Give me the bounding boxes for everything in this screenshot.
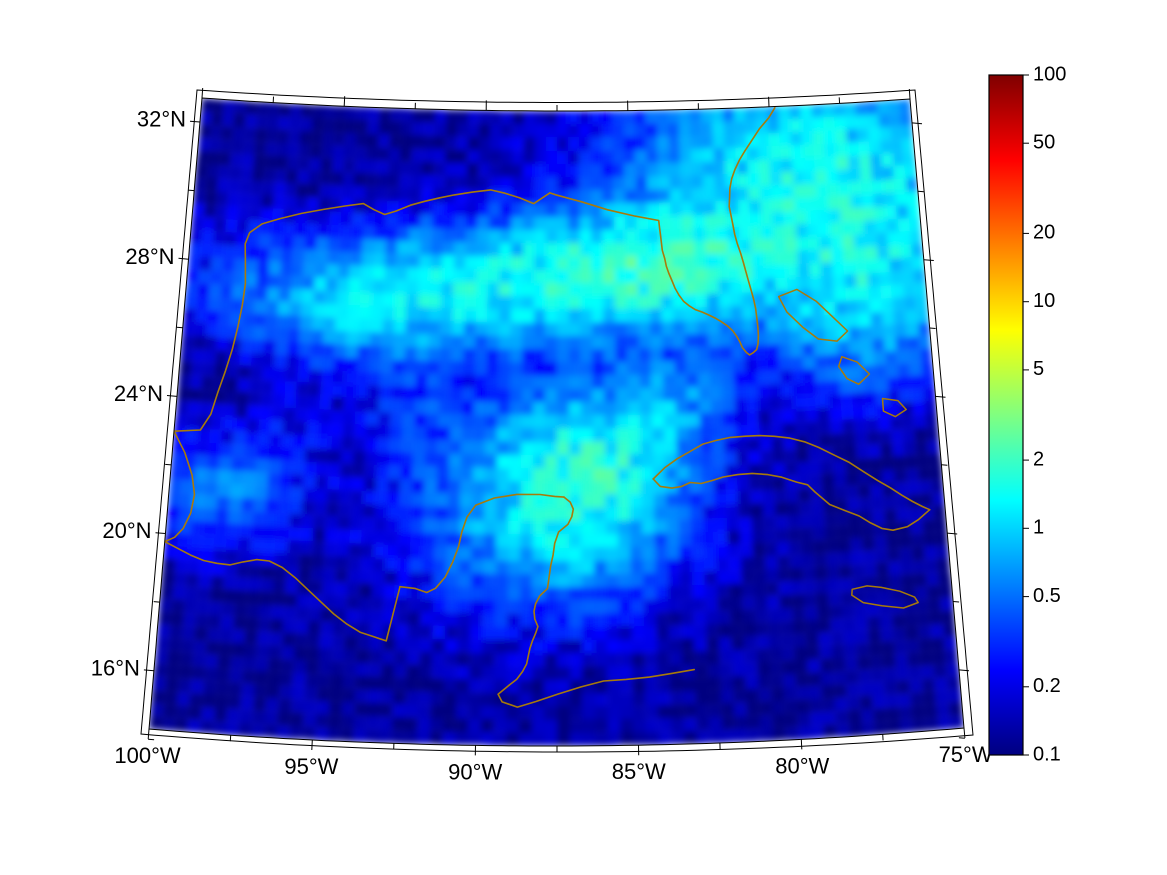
svg-text:100: 100 [1033, 63, 1066, 85]
svg-text:0.1: 0.1 [1033, 743, 1061, 765]
svg-text:95°W: 95°W [284, 754, 338, 779]
svg-text:1: 1 [1033, 517, 1044, 539]
svg-text:100°W: 100°W [114, 743, 181, 768]
svg-text:20°N: 20°N [102, 518, 151, 543]
svg-text:80°W: 80°W [775, 753, 829, 778]
svg-text:2: 2 [1033, 448, 1044, 470]
svg-text:0.5: 0.5 [1033, 585, 1061, 607]
svg-text:20: 20 [1033, 222, 1055, 244]
svg-text:75°W: 75°W [939, 742, 993, 767]
svg-text:28°N: 28°N [125, 244, 174, 269]
svg-text:5: 5 [1033, 358, 1044, 380]
svg-text:10: 10 [1033, 290, 1055, 312]
svg-text:32°N: 32°N [137, 107, 186, 132]
svg-text:24°N: 24°N [114, 381, 163, 406]
svg-text:85°W: 85°W [612, 759, 666, 784]
svg-text:16°N: 16°N [91, 655, 140, 680]
svg-text:0.2: 0.2 [1033, 675, 1061, 697]
svg-text:90°W: 90°W [448, 759, 502, 784]
svg-text:50: 50 [1033, 131, 1055, 153]
